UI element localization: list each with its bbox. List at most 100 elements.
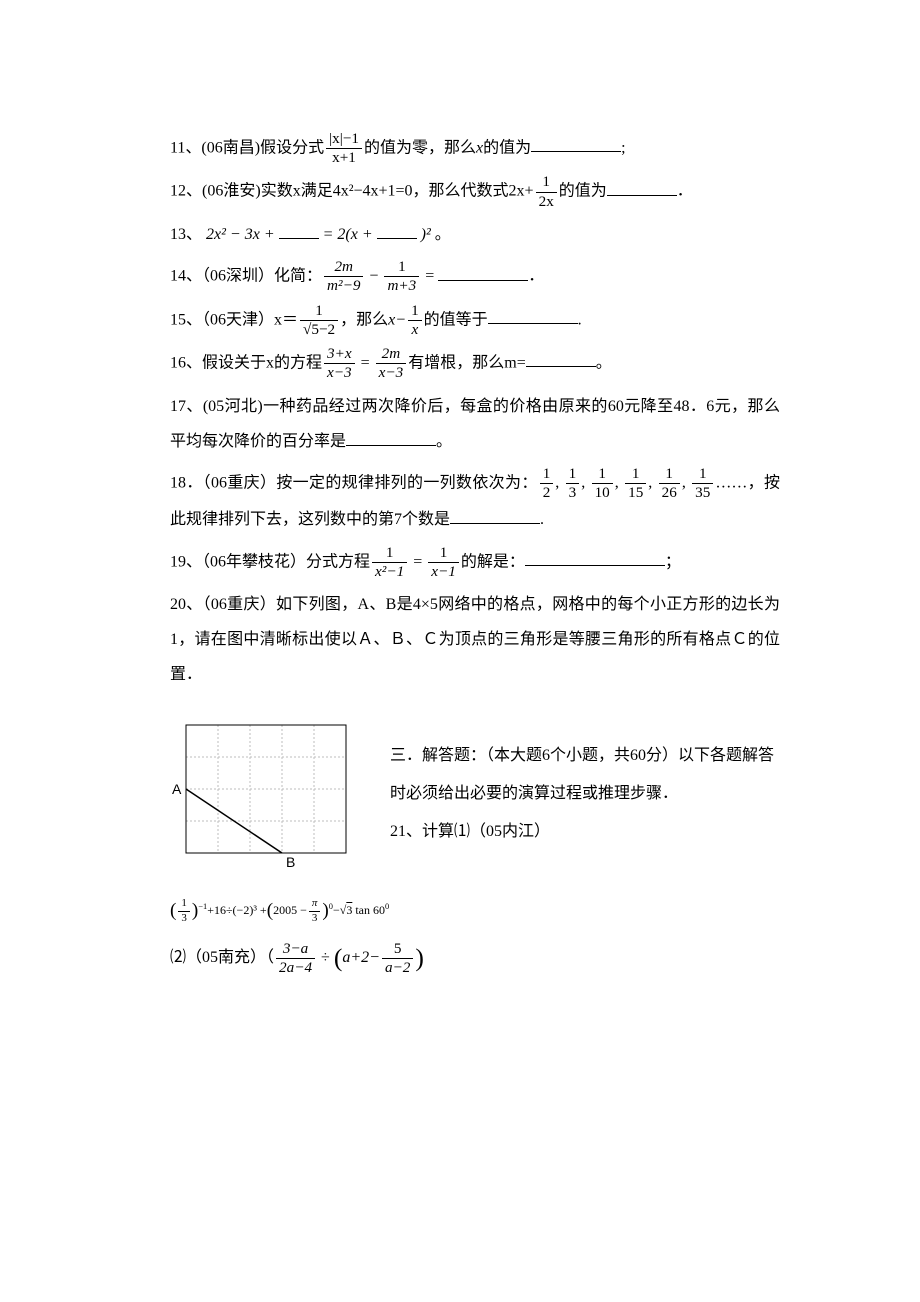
- q-number: 16、: [170, 354, 202, 371]
- fraction: 126: [659, 465, 680, 502]
- q-text: 假设关于x的方程: [202, 354, 322, 371]
- q-text: x＝: [274, 311, 298, 328]
- question-12: 12、(06淮安)实数x满足4x²−4x+1=0，那么代数式2x+12x的值为．: [170, 173, 780, 210]
- q-number: 15、: [170, 311, 202, 328]
- answer-blank: [531, 135, 621, 152]
- operator: =: [425, 268, 434, 285]
- fraction: 135: [692, 465, 713, 502]
- q21-formula-1: (13)−1+16÷(−2)³ +(2005 −π3)0−√3 tan 600: [170, 894, 780, 929]
- q-number: 14、: [170, 268, 202, 285]
- q-text: 的值为: [483, 139, 531, 156]
- section-3-text: 三．解答题：（本大题6个小题，共60分）以下各题解答时必须给出必要的演算过程或推…: [390, 717, 780, 852]
- q-source: （06重庆）: [203, 474, 277, 491]
- fraction: |x|−1x+1: [326, 130, 362, 167]
- q-number: 17、: [170, 398, 203, 415]
- question-18: 18．（06重庆）按一定的规律排列的一列数依次为：12, 13, 110, 11…: [170, 465, 780, 538]
- punct: ;: [621, 139, 625, 156]
- operator: =: [413, 553, 422, 570]
- fraction: 1m+3: [384, 258, 419, 295]
- grid-svg: AB: [170, 717, 354, 877]
- fraction: π3: [309, 897, 321, 924]
- operator: =: [361, 354, 370, 371]
- fraction: 110: [592, 465, 613, 502]
- exponent: −1: [198, 902, 207, 911]
- q-text: 的值为: [559, 183, 607, 200]
- fraction: 1x−1: [428, 544, 459, 581]
- question-17: 17、(05河北)一种药品经过两次降价后，每盒的价格由原来的60元降至48．6元…: [170, 389, 780, 459]
- q-source: （06天津）: [202, 311, 274, 328]
- punct: ．: [528, 268, 544, 285]
- fraction: 12: [540, 465, 554, 502]
- q-number: 18．: [170, 474, 203, 491]
- fraction: 3−a2a−4: [276, 940, 315, 977]
- q-text: 的值为零，那么: [364, 139, 476, 156]
- variable-x: x: [476, 139, 483, 156]
- q-text: 假设分式: [260, 139, 324, 156]
- exponent: 0: [385, 902, 389, 911]
- question-20: 20、（06重庆）如下列图，A、B是4×5网络中的格点，网格中的每个小正方形的边…: [170, 587, 780, 693]
- q-text: 的值等于: [424, 311, 488, 328]
- answer-blank: [525, 549, 665, 566]
- answer-blank: [450, 507, 540, 524]
- section-title: 三．解答题：（本大题6个小题，共60分）以下各题解答时必须给出必要的演算过程或推…: [390, 737, 780, 814]
- punct: ．: [677, 183, 693, 200]
- q-text: ，那么: [340, 311, 388, 328]
- fraction: 3+xx−3: [324, 345, 355, 382]
- fraction: 115: [625, 465, 646, 502]
- q-number: 19、: [170, 553, 202, 570]
- q-text: 按一定的规律排列的一列数依次为：: [276, 474, 537, 491]
- punct: .: [578, 311, 582, 328]
- fraction: 1x: [408, 302, 422, 339]
- punct: 。: [436, 433, 452, 450]
- fraction: 5a−2: [382, 940, 413, 977]
- svg-text:A: A: [172, 781, 182, 797]
- expression: 2005 −: [273, 903, 307, 917]
- q-number: 12、: [170, 183, 202, 200]
- fraction: 2mx−3: [376, 345, 407, 382]
- answer-blank: [438, 264, 528, 281]
- q-source: (05河北): [203, 398, 263, 415]
- q21-label: 21、计算⑴（05内江）: [390, 813, 780, 851]
- q-text: 的解是：: [461, 553, 525, 570]
- q-text: 实数x满足4x²−4x+1=0，那么代数式2x+: [261, 183, 534, 200]
- q-source: (06南昌): [201, 139, 260, 156]
- fraction: 13: [566, 465, 580, 502]
- section-3-layout: AB 三．解答题：（本大题6个小题，共60分）以下各题解答时必须给出必要的演算过…: [170, 717, 780, 890]
- operator: −: [369, 268, 378, 285]
- fraction: 2mm²−9: [324, 258, 363, 295]
- sequence: 12, 13, 110, 115, 126, 135: [538, 474, 716, 491]
- question-16: 16、假设关于x的方程3+xx−3 = 2mx−3有增根，那么m=。: [170, 345, 780, 382]
- q-source: （06年攀枝花）: [202, 553, 306, 570]
- punct: ；: [665, 553, 681, 570]
- expression: tan 60: [352, 903, 385, 917]
- question-11: 11、(06南昌)假设分式|x|−1x+1的值为零，那么x的值为;: [170, 130, 780, 167]
- expression: )²: [421, 226, 431, 243]
- question-19: 19、（06年攀枝花）分式方程1x²−1 = 1x−1的解是： ；: [170, 544, 780, 581]
- q-text: 分式方程: [306, 553, 370, 570]
- operator: ÷: [321, 949, 330, 966]
- punct: 。: [435, 226, 451, 243]
- operator: −: [333, 903, 340, 917]
- q-number: 13、: [170, 226, 202, 243]
- question-15: 15、（06天津）x＝1√5−2，那么x−1x的值等于.: [170, 302, 780, 339]
- question-14: 14、（06深圳）化简：2mm²−9 − 1m+3 = ．: [170, 258, 780, 295]
- q-source: （06深圳）: [202, 268, 274, 285]
- expression: = 2(x +: [323, 226, 373, 243]
- answer-blank: [607, 179, 677, 196]
- q-source: （06重庆）: [203, 596, 276, 613]
- answer-blank: [488, 307, 578, 324]
- fraction: 1√5−2: [300, 302, 338, 339]
- answer-blank: [346, 429, 436, 446]
- fraction: 13: [178, 897, 190, 924]
- expression: x−: [388, 311, 406, 328]
- svg-text:B: B: [286, 854, 295, 870]
- expression: a+2−: [342, 949, 380, 966]
- answer-blank: [526, 350, 596, 367]
- punct: 。: [596, 354, 612, 371]
- q-number: 11、: [170, 139, 201, 156]
- question-13: 13、 2x² − 3x + = 2(x + )² 。: [170, 217, 780, 252]
- fraction: 1x²−1: [372, 544, 407, 581]
- answer-blank: [377, 222, 417, 239]
- expression: 2x² − 3x +: [206, 226, 275, 243]
- q-number: 20、: [170, 596, 203, 613]
